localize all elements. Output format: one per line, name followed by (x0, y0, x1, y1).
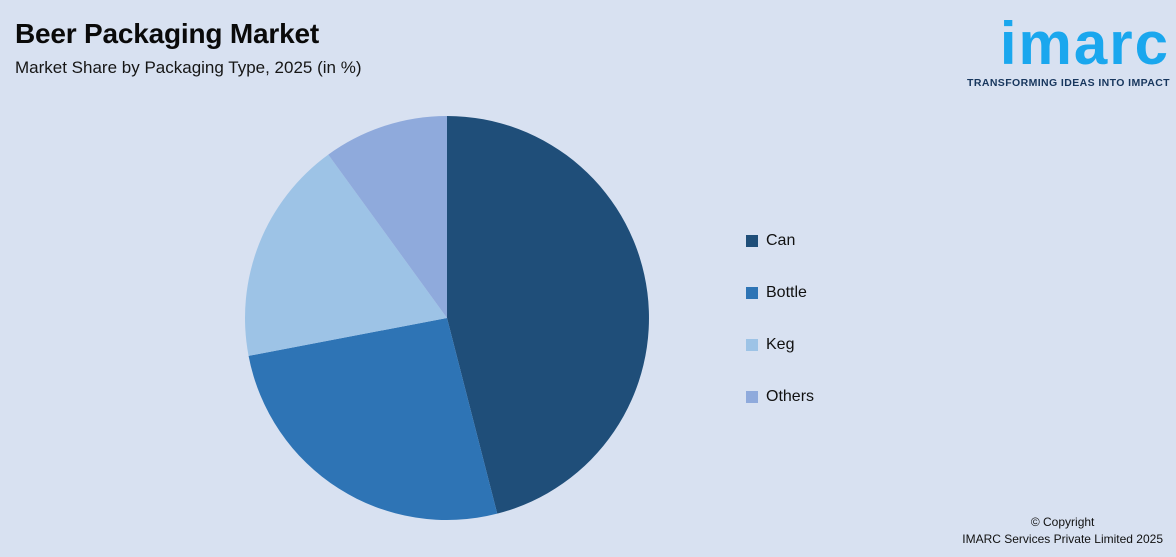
copyright-line1: © Copyright (1030, 515, 1095, 529)
legend-label-others: Others (766, 388, 815, 405)
legend-swatch-can (746, 235, 758, 247)
pie-slice-others (328, 116, 447, 318)
legend-item-keg: Keg (746, 336, 814, 353)
copyright: © Copyright IMARC Services Private Limit… (962, 514, 1163, 548)
legend-swatch-others (746, 391, 758, 403)
pie-chart (245, 116, 649, 520)
legend: Can Bottle Keg Others (746, 232, 815, 441)
pie-slice-bottle (248, 318, 498, 520)
legend-item-bottle: Bottle (746, 284, 814, 301)
legend-label-can: Can (766, 232, 796, 249)
legend-item-others: Others (746, 388, 815, 405)
pie-slice-keg (245, 154, 447, 356)
legend-item-can: Can (746, 232, 814, 249)
legend-label-keg: Keg (766, 336, 795, 353)
legend-swatch-bottle (746, 287, 758, 299)
pie-slice-can (447, 116, 649, 514)
copyright-line2: IMARC Services Private Limited 2025 (962, 532, 1163, 546)
imarc-logo: imarc TRANSFORMING IDEAS INTO IMPACT (967, 6, 1170, 89)
header: Beer Packaging Market Market Share by Pa… (15, 18, 361, 78)
legend-swatch-keg (746, 339, 758, 351)
imarc-tagline: TRANSFORMING IDEAS INTO IMPACT (967, 77, 1170, 89)
page-title: Beer Packaging Market (15, 18, 319, 49)
imarc-wordmark: imarc (999, 10, 1170, 77)
page-subtitle: Market Share by Packaging Type, 2025 (in… (15, 58, 362, 77)
pie-chart-svg (245, 116, 649, 520)
legend-label-bottle: Bottle (766, 284, 807, 301)
